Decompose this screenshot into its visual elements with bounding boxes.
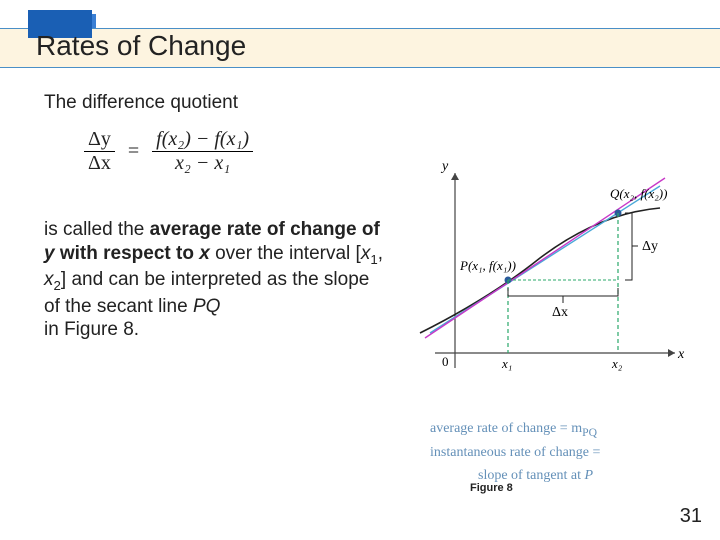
intro-text: The difference quotient (44, 92, 238, 114)
diagram-caption: average rate of change = mPQ instantaneo… (430, 418, 600, 487)
rhs-num: f(x₂) − f(x₁) (152, 128, 253, 151)
page-number: 31 (680, 505, 702, 528)
lhs-num: Δy (84, 128, 115, 151)
rhs-den: x₂ − x₁ (152, 151, 253, 175)
point-p-label: P(x₁, f(x₁)) (459, 258, 516, 273)
delta-y-label: Δy (642, 239, 658, 254)
x-axis-label: x (677, 347, 685, 362)
lhs-den: Δx (84, 151, 115, 175)
y-axis-label: y (440, 159, 449, 174)
page-title: Rates of Change (36, 30, 246, 62)
point-q-label: Q(x₂, f(x₂)) (610, 186, 667, 201)
difference-quotient-formula: Δy Δx = f(x₂) − f(x₁) x₂ − x₁ (84, 128, 253, 175)
delta-x-label: Δx (552, 305, 568, 320)
origin-label: 0 (442, 354, 449, 369)
figure-label: Figure 8 (470, 482, 513, 494)
rate-of-change-diagram: y x 0 Δy Δx P(x₁, f(x₁)) Q(x₂, f(x₂)) x₁… (400, 158, 690, 418)
x2-tick: x₂ (611, 356, 623, 371)
body-paragraph: is called the average rate of change of … (44, 218, 384, 342)
x1-tick: x₁ (501, 356, 512, 371)
